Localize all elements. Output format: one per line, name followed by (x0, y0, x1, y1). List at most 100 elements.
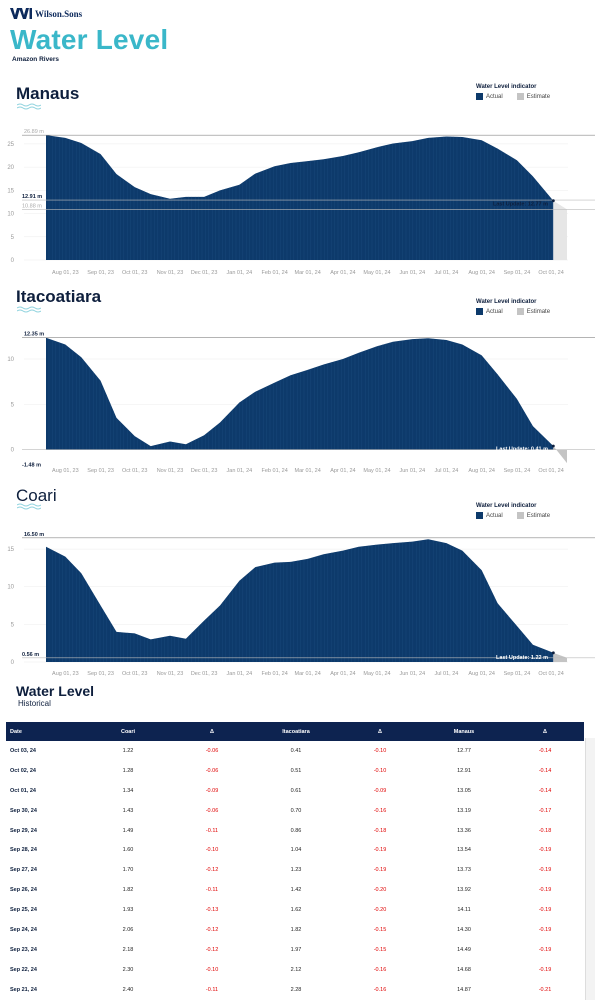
historical-table: Date Coari Δ Itacoatiara Δ Manaus Δ Oct 03, 24… (6, 722, 584, 1000)
table-row: Sep 26, 24 1.82 -0.11 1.42 -0.20 13.92 -0.19 (6, 880, 584, 900)
y-tick-label: 10 (7, 357, 14, 363)
column-header[interactable]: Manaus (422, 722, 506, 741)
legend-item-actual: Actual (476, 512, 503, 519)
wave-icon (17, 503, 41, 510)
x-tick-label: Jun 01, 24 (399, 270, 425, 276)
legend-label: Estimate (526, 308, 551, 315)
max-level-label: 26.89 m (24, 129, 44, 135)
date-cell: Oct 02, 24 (10, 767, 36, 774)
table-row: Sep 25, 24 1.93 -0.13 1.62 -0.20 14.11 -0.19 (6, 900, 584, 920)
legend-item-estimate: Estimate (516, 93, 551, 100)
column-header[interactable]: Δ (506, 722, 584, 741)
chart-legend: Water Level indicator Actual Estimate (476, 503, 596, 519)
delta-cell: -0.19 (373, 847, 387, 854)
page-subtitle: Amazon Rivers (12, 56, 59, 63)
x-tick-label: Jun 01, 24 (399, 468, 425, 474)
chart-title: Manaus (16, 84, 80, 103)
level-cell: 1.82 (290, 926, 302, 933)
date-cell: Sep 30, 24 (10, 807, 37, 814)
level-cell: 2.18 (122, 946, 134, 953)
delta-cell: -0.06 (205, 807, 219, 814)
date-cell: Sep 25, 24 (10, 907, 37, 914)
logo-mark-icon (10, 8, 32, 19)
level-cell: 1.28 (122, 767, 134, 774)
delta-cell: -0.09 (205, 787, 219, 794)
level-cell: 13.54 (457, 847, 471, 854)
level-cell: 2.06 (122, 926, 134, 933)
date-cell: Oct 01, 24 (10, 787, 36, 794)
min-level-label: -1.48 m (22, 463, 41, 469)
x-tick-label: Oct 01, 23 (122, 671, 147, 677)
x-tick-label: Feb 01, 24 (262, 270, 288, 276)
legend-item-actual: Actual (476, 308, 503, 315)
y-tick-label: 5 (11, 235, 15, 241)
legend-label: Estimate (526, 93, 551, 100)
date-cell: Sep 29, 24 (10, 827, 37, 834)
x-tick-label: Dec 01, 23 (191, 270, 218, 276)
delta-cell: -0.11 (205, 827, 219, 834)
wilson-sons-logo: Wilson.Sons (10, 8, 82, 19)
delta-cell: -0.16 (373, 986, 387, 993)
y-tick-label: 5 (11, 402, 15, 408)
x-tick-label: Feb 01, 24 (262, 468, 288, 474)
delta-cell: -0.14 (538, 787, 552, 794)
column-header[interactable]: Δ (170, 722, 254, 741)
column-header[interactable]: Coari (86, 722, 170, 741)
y-tick-label: 0 (11, 258, 15, 264)
level-cell: 1.04 (290, 847, 302, 854)
legend-item-estimate: Estimate (516, 512, 551, 519)
max-level-label: 12.35 m (24, 332, 44, 338)
delta-cell: -0.10 (373, 747, 387, 754)
x-tick-label: Aug 01, 23 (52, 671, 79, 677)
x-tick-label: Sep 01, 24 (504, 270, 531, 276)
last-value-point (551, 199, 555, 203)
x-tick-label: Sep 01, 24 (504, 671, 531, 677)
legend-label: Actual (486, 308, 503, 315)
delta-cell: -0.18 (538, 827, 552, 834)
x-tick-label: Nov 01, 23 (157, 468, 184, 474)
level-cell: 14.68 (457, 966, 471, 973)
column-header[interactable]: Itacoatiara (254, 722, 338, 741)
x-tick-label: Apr 01, 24 (330, 270, 355, 276)
x-tick-label: Aug 01, 24 (468, 270, 495, 276)
delta-cell: -0.12 (205, 926, 219, 933)
column-header[interactable]: Δ (338, 722, 422, 741)
table-scrollbar[interactable] (585, 738, 595, 1000)
wave-icon (17, 306, 41, 313)
delta-cell: -0.14 (538, 767, 552, 774)
x-tick-label: Jan 01, 24 (227, 270, 253, 276)
delta-cell: -0.13 (205, 907, 219, 914)
date-cell: Sep 27, 24 (10, 867, 37, 874)
legend-title: Water Level indicator (476, 503, 537, 509)
table-row: Sep 27, 24 1.70 -0.12 1.23 -0.19 13.73 -0.19 (6, 860, 584, 880)
delta-cell: -0.16 (373, 966, 387, 973)
delta-cell: -0.19 (538, 887, 552, 894)
table-row: Sep 30, 24 1.43 -0.06 0.70 -0.16 13.19 -0.17 (6, 801, 584, 821)
legend-label: Estimate (526, 512, 551, 519)
x-tick-label: Jul 01, 24 (434, 468, 458, 474)
legend-title: Water Level indicator (476, 299, 537, 305)
level-cell: 0.70 (290, 807, 302, 814)
x-tick-label: Jan 01, 24 (227, 671, 253, 677)
level-cell: 1.60 (122, 847, 134, 854)
level-cell: 0.86 (290, 827, 302, 834)
level-cell: 12.91 (457, 767, 471, 774)
legend-swatch-actual (476, 308, 483, 315)
level-cell: 13.36 (457, 827, 471, 834)
x-tick-label: May 01, 24 (363, 270, 390, 276)
coari-chart: 0 5 10 15 16.50 m 0.56 m Last Update: 1.22 m Au… (7, 532, 595, 677)
column-header[interactable]: Date (6, 722, 86, 741)
legend-item-actual: Actual (476, 93, 503, 100)
level-cell: 1.70 (122, 867, 134, 874)
wave-icon (17, 103, 41, 110)
delta-cell: -0.19 (538, 867, 552, 874)
level-cell: 0.41 (290, 747, 302, 754)
level-cell: 1.22 (122, 747, 134, 754)
min-level-label: 0.56 m (22, 652, 39, 658)
last-update-label: Last Update: 0.41 m (496, 447, 548, 453)
x-tick-label: Jul 01, 24 (434, 270, 458, 276)
y-tick-label: 25 (7, 142, 14, 148)
level-cell: 2.12 (290, 966, 302, 973)
level-cell: 14.30 (457, 926, 471, 933)
level-cell: 1.34 (122, 787, 134, 794)
